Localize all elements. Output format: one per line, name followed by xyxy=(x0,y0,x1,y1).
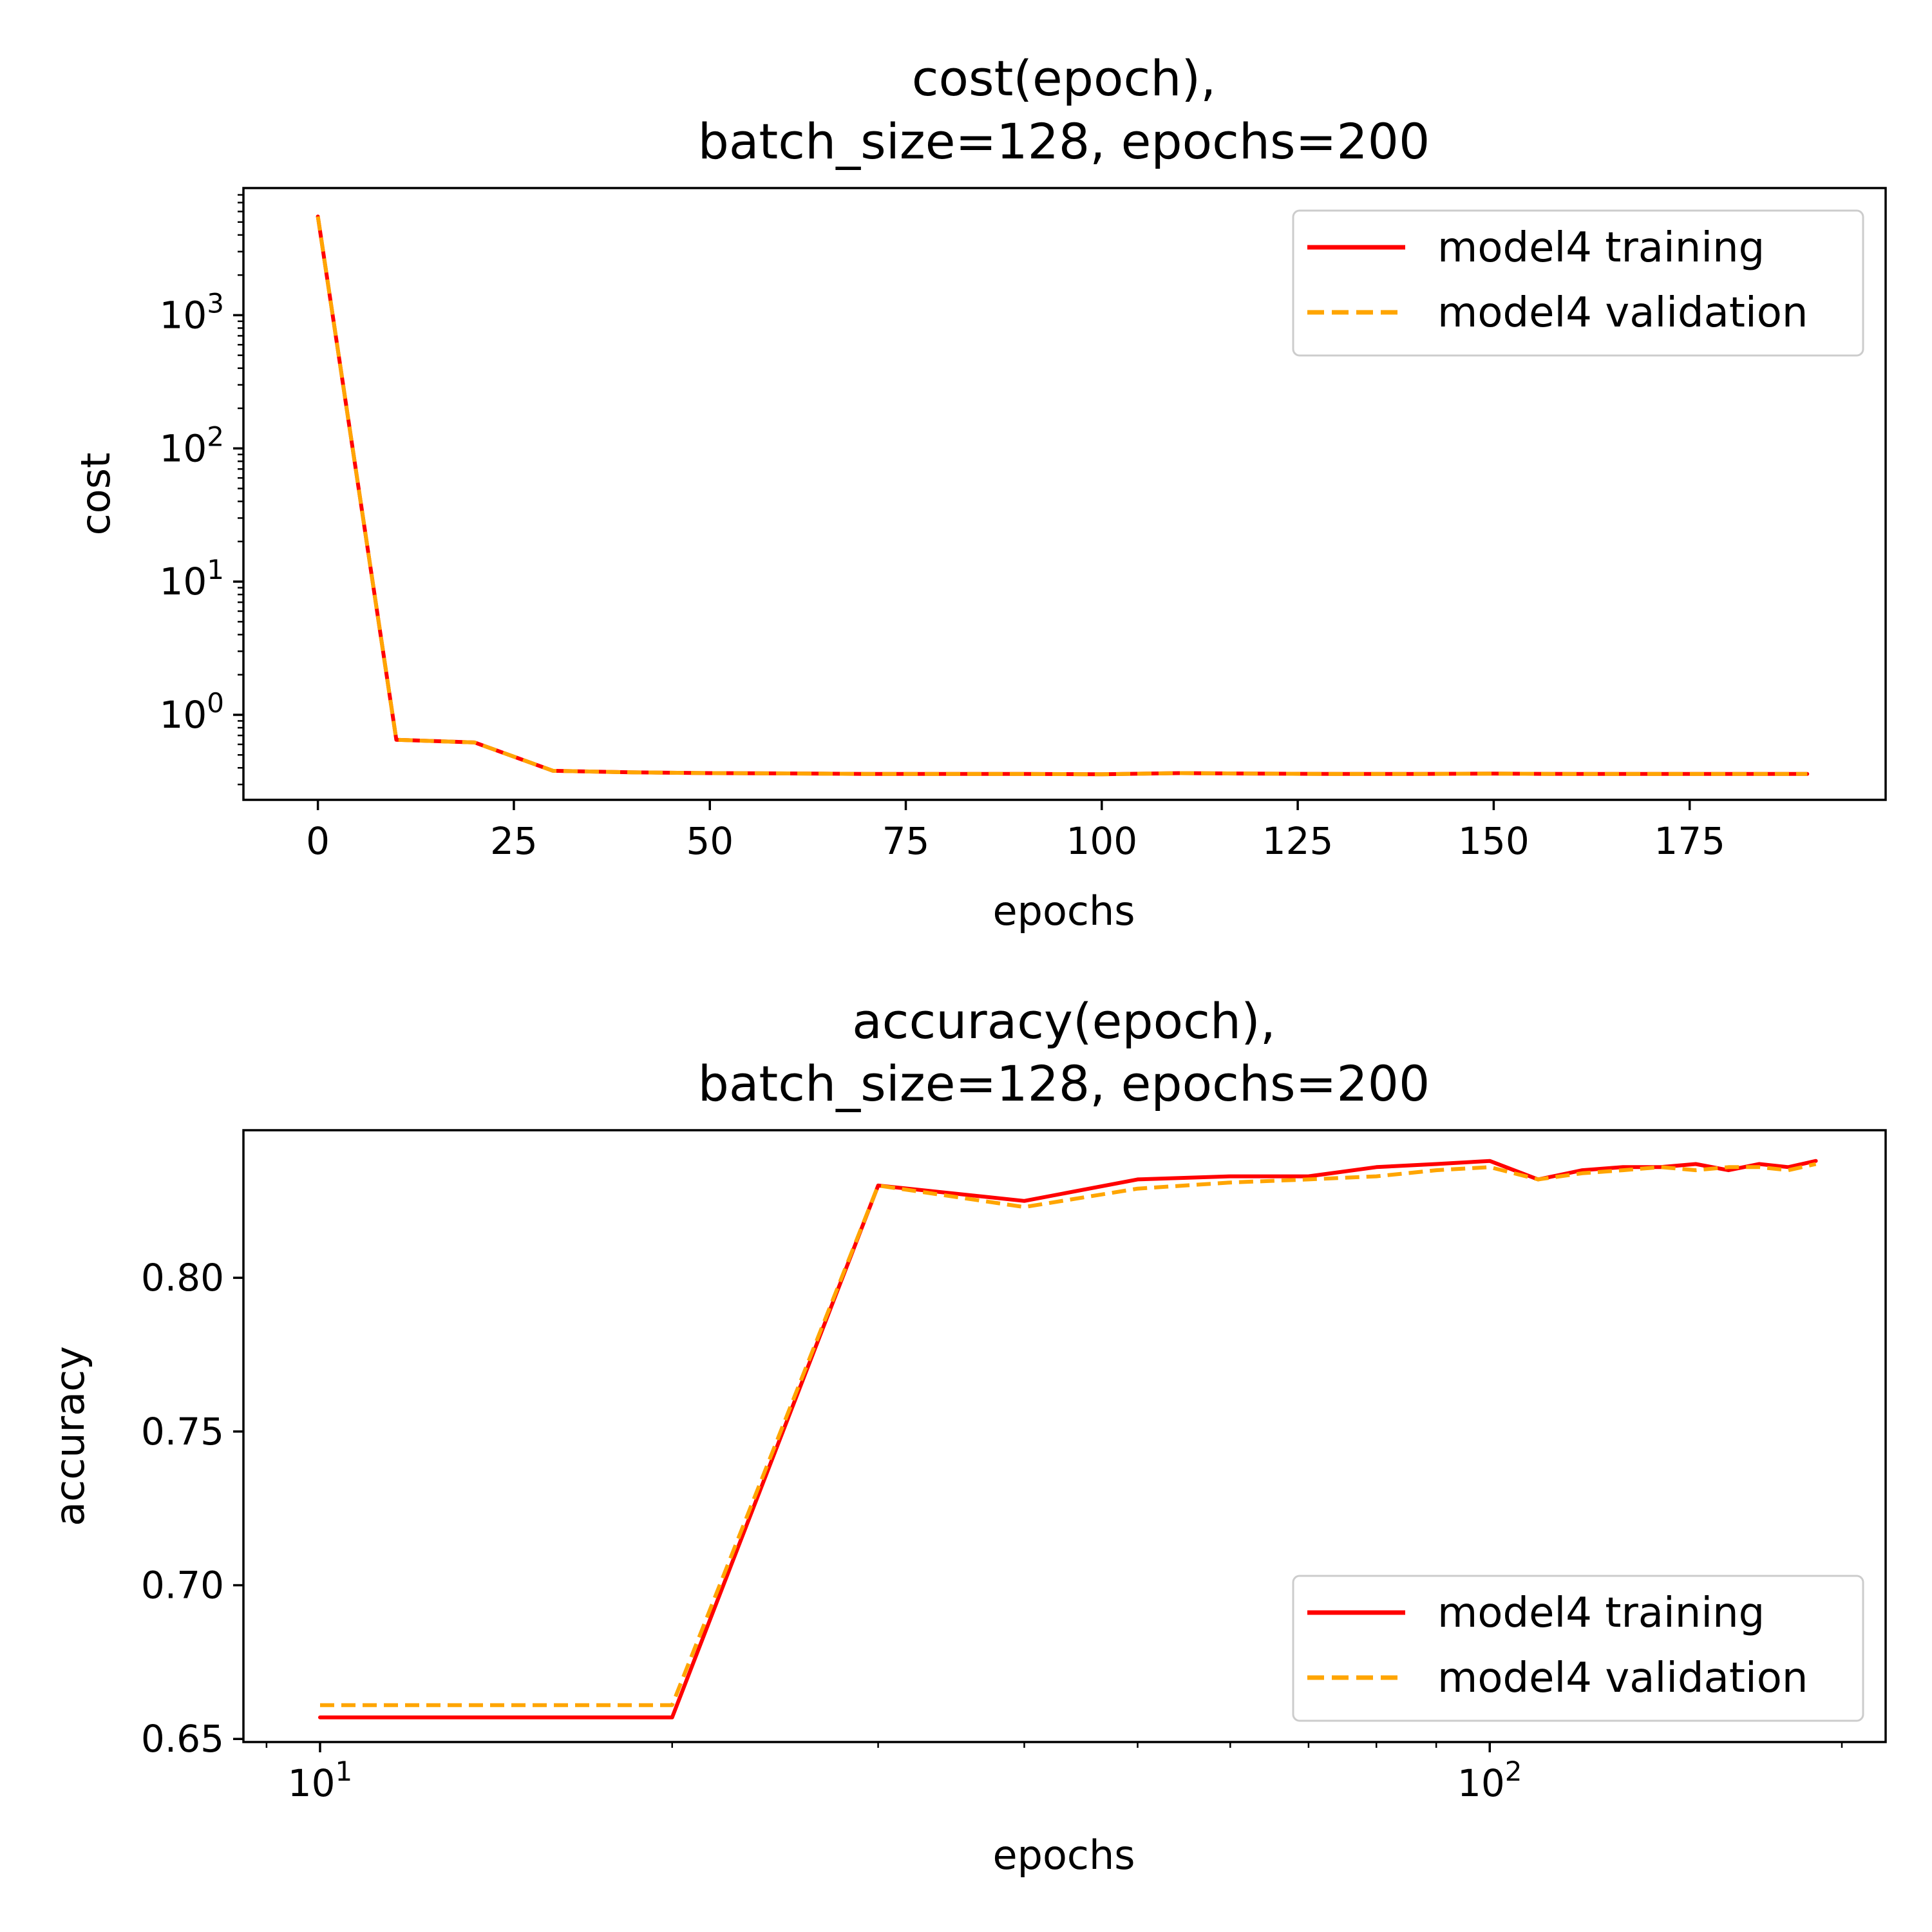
x-tick-label: 100 xyxy=(1066,819,1137,863)
y-tick-label: 0.80 xyxy=(141,1256,224,1300)
x-tick-label: 25 xyxy=(490,819,538,863)
validation-series-line xyxy=(320,1162,1817,1707)
accuracy-legend-box xyxy=(1292,1575,1864,1722)
y-tick-label: 102 xyxy=(159,421,224,470)
accuracy-plot-frame xyxy=(242,1129,1887,1743)
cost-x-axis-label: epochs xyxy=(992,887,1135,934)
validation-series-line xyxy=(316,216,1808,777)
x-tick-label: 101 xyxy=(288,1756,353,1805)
accuracy-series-lines xyxy=(318,1159,1818,1719)
cost-chart: cost(epoch), batch_size=128, epochs=200 … xyxy=(72,50,1887,934)
accuracy-chart-title-line1: accuracy(epoch), xyxy=(852,992,1276,1050)
y-tick-label: 100 xyxy=(159,687,224,737)
accuracy-chart-title-line2: batch_size=128, epochs=200 xyxy=(698,1055,1430,1112)
x-tick-label: 150 xyxy=(1458,819,1530,863)
cost-y-axis-label: cost xyxy=(72,453,119,536)
accuracy-legend-label-validation: model4 validation xyxy=(1437,1654,1808,1702)
cost-legend: model4 training model4 validation xyxy=(1292,209,1864,357)
cost-ticks: 0 25 50 75 100 125 150 175 100 101 102 103 xyxy=(159,287,1725,863)
x-tick-label: 0 xyxy=(306,819,330,863)
y-tick-label: 101 xyxy=(159,554,224,603)
x-tick-label: 125 xyxy=(1262,819,1334,863)
cost-plot-frame xyxy=(242,187,1887,801)
x-tick-label: 50 xyxy=(686,819,734,863)
y-tick-label: 0.75 xyxy=(141,1410,224,1454)
accuracy-legend-label-training: model4 training xyxy=(1437,1589,1765,1637)
y-tick-label: 103 xyxy=(159,287,224,337)
cost-chart-title-line2: batch_size=128, epochs=200 xyxy=(698,113,1430,170)
y-tick-label: 0.65 xyxy=(141,1717,224,1761)
accuracy-legend: model4 training model4 validation xyxy=(1292,1575,1864,1722)
accuracy-x-axis-label: epochs xyxy=(992,1832,1135,1879)
cost-legend-label-training: model4 training xyxy=(1437,224,1765,272)
cost-legend-label-validation: model4 validation xyxy=(1437,289,1808,337)
accuracy-ticks: 101 102 0.65 0.70 0.75 0.80 xyxy=(141,1256,1522,1805)
cost-legend-box xyxy=(1292,209,1864,357)
training-series-line xyxy=(318,1159,1818,1719)
x-tick-label: 75 xyxy=(882,819,930,863)
accuracy-y-axis-label: accuracy xyxy=(46,1346,93,1526)
x-tick-label: 175 xyxy=(1654,819,1725,863)
accuracy-chart: accuracy(epoch), batch_size=128, epochs=… xyxy=(46,992,1887,1879)
y-tick-label: 0.70 xyxy=(141,1564,224,1607)
cost-series-lines xyxy=(316,214,1810,777)
x-tick-label: 102 xyxy=(1457,1756,1522,1805)
cost-chart-title-line1: cost(epoch), xyxy=(912,50,1217,107)
